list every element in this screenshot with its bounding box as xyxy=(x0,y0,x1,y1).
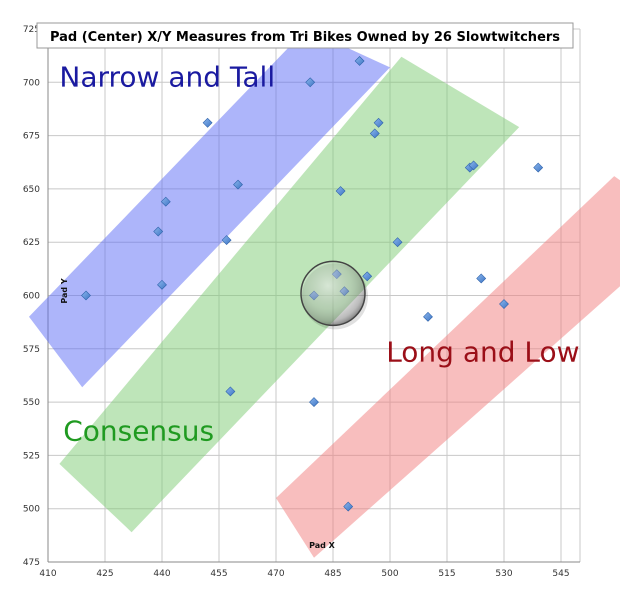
highlight-layer xyxy=(300,260,368,330)
x-tick-label: 410 xyxy=(39,569,56,579)
data-point xyxy=(392,237,403,248)
data-point xyxy=(225,386,236,397)
data-point xyxy=(354,56,365,66)
y-tick-label: 600 xyxy=(23,292,40,302)
x-tick-label: 485 xyxy=(324,569,341,579)
data-point xyxy=(476,273,487,284)
chart-title-group: Pad (Center) X/Y Measures from Tri Bikes… xyxy=(36,22,574,49)
data-point xyxy=(369,128,380,139)
y-tick-label: 475 xyxy=(23,558,40,568)
y-tick-label: 675 xyxy=(23,132,40,142)
y-tick-label: 725 xyxy=(23,25,40,35)
x-tick-label: 530 xyxy=(495,569,512,579)
data-point xyxy=(305,77,316,88)
axes: 410 425 440 455 470 485 500 515 530 545 475 500 525 5… xyxy=(23,25,580,579)
x-axis-label: Pad X xyxy=(309,541,336,550)
highlight-circle xyxy=(300,260,366,327)
consensus-band xyxy=(59,56,520,533)
x-tick-label: 470 xyxy=(267,569,284,579)
x-tick-label: 455 xyxy=(210,569,227,579)
long-and-low-band xyxy=(276,176,620,558)
band-labels: Narrow and Tall Consensus Long and Low xyxy=(59,61,579,448)
y-tick-label: 550 xyxy=(23,398,40,408)
data-point xyxy=(335,186,346,196)
data-point xyxy=(157,279,167,290)
data-point xyxy=(343,501,354,512)
data-point xyxy=(533,162,544,173)
data-point xyxy=(499,299,509,309)
y-tick-label: 500 xyxy=(23,505,40,515)
data-points xyxy=(81,56,544,512)
consensus-label: Consensus xyxy=(63,414,214,447)
chart-title-box xyxy=(36,22,574,49)
y-tick-label: 700 xyxy=(23,78,40,88)
data-point xyxy=(160,196,171,207)
data-point xyxy=(362,271,373,282)
data-point xyxy=(221,235,232,245)
x-tick-label: 515 xyxy=(438,569,455,579)
narrow-and-tall-label: Narrow and Tall xyxy=(59,61,275,94)
data-point xyxy=(81,290,91,301)
data-point xyxy=(202,117,213,128)
x-tick-label: 425 xyxy=(96,569,113,579)
data-point xyxy=(153,226,164,237)
data-point xyxy=(309,397,319,408)
data-point xyxy=(233,179,243,190)
x-tick-label: 545 xyxy=(552,569,569,579)
data-point xyxy=(373,117,384,128)
y-tick-label: 525 xyxy=(23,451,40,461)
data-point xyxy=(468,160,479,171)
x-tick-label: 440 xyxy=(153,569,170,579)
data-point xyxy=(423,311,433,322)
y-tick-label: 625 xyxy=(23,238,40,248)
bands xyxy=(29,29,620,558)
y-tick-label: 575 xyxy=(23,345,40,355)
x-tick-label: 500 xyxy=(381,569,398,579)
y-axis-label: Pad Y xyxy=(60,278,69,304)
long-and-low-label: Long and Low xyxy=(386,336,579,369)
narrow-and-tall-band xyxy=(29,29,390,388)
chart-title: Pad (Center) X/Y Measures from Tri Bikes… xyxy=(50,30,560,45)
y-tick-label: 650 xyxy=(23,185,40,195)
